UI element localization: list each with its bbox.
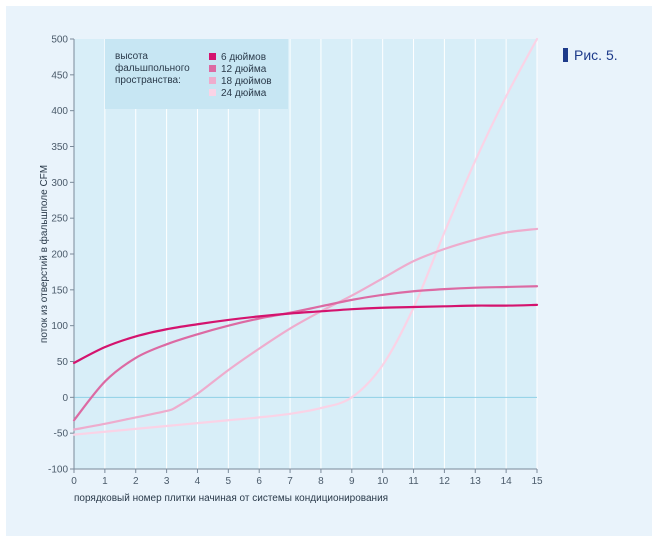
legend-swatch	[209, 65, 216, 72]
y-tick-label: 450	[51, 70, 68, 81]
y-tick-label: 200	[51, 250, 68, 261]
legend-swatch	[209, 53, 216, 60]
y-tick-label: -50	[54, 429, 69, 440]
y-tick-label: 250	[51, 214, 68, 225]
legend-box	[105, 39, 288, 109]
x-tick-label: 15	[531, 476, 543, 487]
legend-entry-label: 18 дюймов	[221, 76, 272, 87]
x-tick-label: 14	[501, 476, 513, 487]
x-tick-label: 11	[408, 476, 419, 487]
x-tick-label: 1	[102, 476, 108, 487]
x-tick-label: 5	[226, 476, 232, 487]
y-tick-label: -100	[48, 465, 68, 476]
figure-marker	[563, 48, 568, 62]
figure-label: Рис. 5.	[563, 47, 618, 63]
x-tick-label: 3	[164, 476, 170, 487]
y-tick-label: 400	[51, 106, 68, 117]
x-tick-label: 12	[439, 476, 451, 487]
x-tick-label: 8	[318, 476, 324, 487]
legend-title-line: фальшпольного	[115, 62, 190, 74]
x-tick-label: 0	[71, 476, 77, 487]
figure-label-text: Рис. 5.	[574, 47, 618, 63]
legend-swatch	[209, 89, 216, 96]
y-tick-label: 0	[62, 393, 68, 404]
x-tick-label: 10	[377, 476, 389, 487]
legend-entry-label: 24 дюйма	[221, 88, 267, 99]
series-line-2	[72, 285, 539, 422]
y-tick-label: 150	[51, 285, 68, 296]
x-tick-label: 13	[470, 476, 482, 487]
x-tick-label: 2	[133, 476, 139, 487]
x-tick-label: 9	[349, 476, 355, 487]
grid	[74, 39, 538, 469]
y-tick-label: 300	[51, 178, 68, 189]
x-tick-label: 4	[195, 476, 201, 487]
x-tick-label: 7	[287, 476, 293, 487]
x-tick-label: 6	[256, 476, 262, 487]
series-line-1	[72, 303, 539, 365]
legend-title-line: пространства:	[115, 75, 181, 86]
legend-entry-label: 6 дюймов	[221, 52, 266, 63]
legend-title-line: высота	[115, 51, 148, 62]
series-lines	[72, 37, 539, 436]
y-tick-label: 500	[51, 35, 68, 46]
y-tick-label: 100	[51, 321, 68, 332]
legend-entry-label: 12 дюйма	[221, 64, 267, 75]
axes: 0 1 2 3 4 5 6 7 8 9 10 11 12 13 14 15-100-5005010015020…	[48, 35, 543, 488]
series-line-4	[72, 37, 539, 436]
x-axis-label: порядковый номер плитки начиная от систе…	[74, 493, 388, 504]
y-tick-label: 350	[51, 142, 68, 153]
legend-swatch	[209, 77, 216, 84]
series-line-3	[72, 227, 539, 431]
y-tick-label: 50	[57, 357, 69, 368]
y-axis-label: поток из отверстий в фальшполе CFM	[38, 165, 50, 343]
